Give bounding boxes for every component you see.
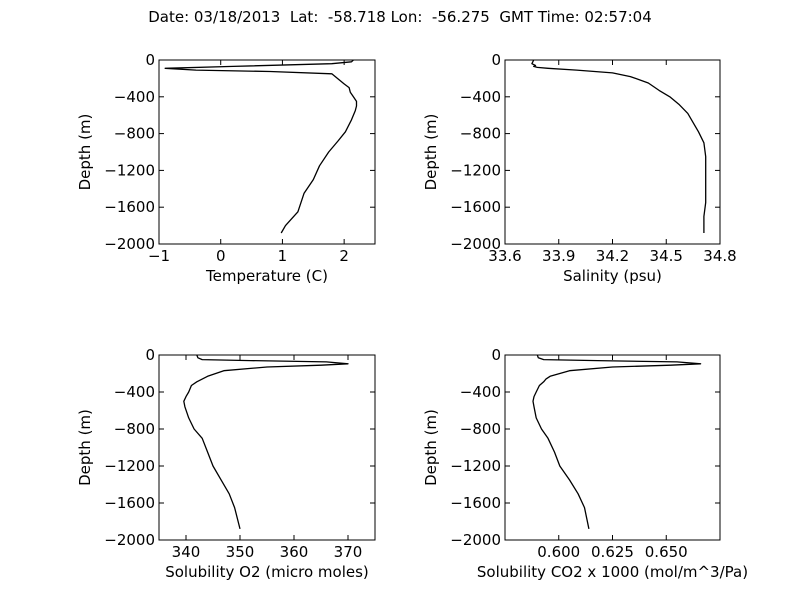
x-tick-label: 360 <box>280 543 309 561</box>
x-tick-label: 0.650 <box>645 543 688 561</box>
x-tick-label: 34.2 <box>596 247 629 265</box>
chart-panel-1: −1 0 1 2 0 −400 −800 −1200 −1600 −2000 Temperature… <box>76 51 376 285</box>
y-tick-label: −800 <box>460 125 501 143</box>
y-tick-label: −800 <box>460 420 501 438</box>
profile-line-1 <box>164 59 358 234</box>
y-tick-label: −400 <box>114 383 155 401</box>
x-tick-label: 370 <box>334 543 363 561</box>
profile-line-1 <box>532 354 702 530</box>
y-tick-label: −1600 <box>450 198 501 216</box>
y-tick-label: −400 <box>114 88 155 106</box>
x-tick-label: 340 <box>172 543 201 561</box>
y-tick-label: −2000 <box>450 235 501 253</box>
x-tick-label: 0.600 <box>537 543 580 561</box>
y-tick-label: −1600 <box>450 494 501 512</box>
x-axis-label: Solubility O2 (micro moles) <box>165 563 369 581</box>
x-axis-label: Salinity (psu) <box>563 267 662 285</box>
y-tick-label: 0 <box>145 51 155 69</box>
y-axis-label: Depth (m) <box>422 114 440 191</box>
x-tick-label: 33.9 <box>542 247 575 265</box>
y-tick-label: −800 <box>114 125 155 143</box>
x-tick-label: 0 <box>216 247 226 265</box>
axes-frame <box>158 354 376 541</box>
y-tick-label: 0 <box>491 51 501 69</box>
chart-panel-2: 33.6 33.9 34.2 34.5 34.8 0 −400 −800 −1200 −1600 −… <box>422 51 737 285</box>
x-tick-label: 34.5 <box>650 247 683 265</box>
y-axis-label: Depth (m) <box>76 409 94 486</box>
x-tick-label: 34.8 <box>703 247 736 265</box>
y-tick-label: −2000 <box>450 531 501 549</box>
x-tick-label: −1 <box>148 247 170 265</box>
x-tick-label: 1 <box>278 247 288 265</box>
y-tick-label: −400 <box>460 88 501 106</box>
y-tick-label: 0 <box>145 346 155 364</box>
axes-frame <box>158 59 376 245</box>
profile-line-1 <box>183 354 349 530</box>
y-tick-label: −1600 <box>104 494 155 512</box>
axes-frame <box>504 354 721 541</box>
profile-line-1 <box>531 59 707 233</box>
x-axis-label: Temperature (C) <box>205 267 328 285</box>
y-axis-label: Depth (m) <box>422 409 440 486</box>
chart-panel-4: 0.600 0.625 0.650 0 −400 −800 −1200 −1600 −2000 S… <box>422 346 748 581</box>
x-tick-label: 350 <box>226 543 255 561</box>
y-tick-label: −400 <box>460 383 501 401</box>
y-tick-label: −1200 <box>450 161 501 179</box>
y-tick-label: −1200 <box>104 161 155 179</box>
y-tick-label: 0 <box>491 346 501 364</box>
y-tick-label: −800 <box>114 420 155 438</box>
y-tick-label: −2000 <box>104 531 155 549</box>
x-tick-label: 0.625 <box>591 543 634 561</box>
y-tick-label: −2000 <box>104 235 155 253</box>
y-tick-label: −1200 <box>104 457 155 475</box>
axes-frame <box>504 59 721 245</box>
chart-panel-3: 340 350 360 370 0 −400 −800 −1200 −1600 −2000 Solu… <box>76 346 376 581</box>
y-tick-label: −1600 <box>104 198 155 216</box>
figure-title: Date: 03/18/2013 Lat: -58.718 Lon: -56.2… <box>148 8 652 26</box>
x-axis-label: Solubility CO2 x 1000 (mol/m^3/Pa) <box>477 563 748 581</box>
x-tick-label: 2 <box>339 247 349 265</box>
y-tick-label: −1200 <box>450 457 501 475</box>
x-tick-label: 33.6 <box>488 247 521 265</box>
y-axis-label: Depth (m) <box>76 114 94 191</box>
